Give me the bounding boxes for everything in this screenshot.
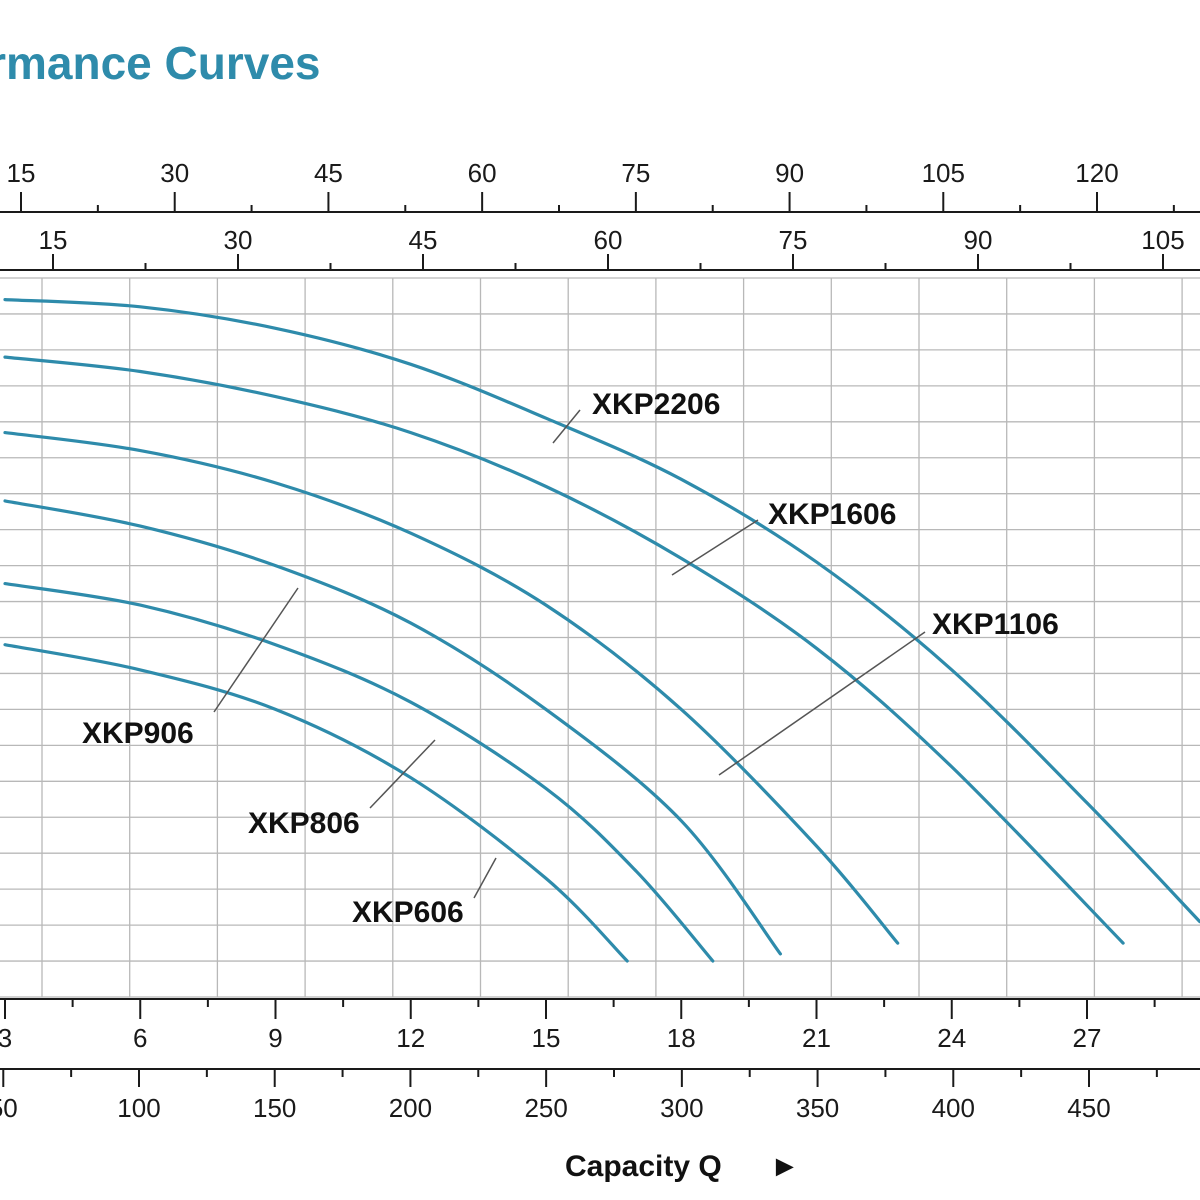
bottom1-tick-label: 12 xyxy=(396,1023,425,1053)
top1-tick-label: 90 xyxy=(775,158,804,188)
top2-tick-label: 105 xyxy=(1141,225,1184,255)
label-xkp2206: XKP2206 xyxy=(592,388,720,421)
bottom2-tick-label: 50 xyxy=(0,1093,18,1123)
bottom1-tick-label: 9 xyxy=(268,1023,282,1053)
bottom2-tick-label: 400 xyxy=(932,1093,975,1123)
leader-xkp2206 xyxy=(552,409,581,444)
curve-xkp906 xyxy=(3,499,782,956)
bottom1-tick-label: 6 xyxy=(133,1023,147,1053)
chart-grid xyxy=(0,277,1200,998)
bottom2-tick-label: 300 xyxy=(660,1093,703,1123)
top2-tick-label: 30 xyxy=(224,225,253,255)
bottom1-tick-label: 21 xyxy=(802,1023,831,1053)
bottom1-tick-label: 3 xyxy=(0,1023,12,1053)
label-xkp1606: XKP1606 xyxy=(768,498,896,531)
top2-tick-label: 15 xyxy=(39,225,68,255)
bottom1-tick-label: 15 xyxy=(532,1023,561,1053)
bottom2-tick-label: 350 xyxy=(796,1093,839,1123)
bottom2-tick-label: 250 xyxy=(524,1093,567,1123)
curve-xkp806 xyxy=(3,582,715,963)
label-xkp906: XKP906 xyxy=(82,717,194,750)
label-xkp606: XKP606 xyxy=(352,896,464,929)
top2-tick-label: 75 xyxy=(779,225,808,255)
top2-tick-label: 60 xyxy=(594,225,623,255)
top1-tick-label: 60 xyxy=(468,158,497,188)
x-axis-arrow: ► xyxy=(770,1150,800,1183)
bottom2-tick-label: 200 xyxy=(389,1093,432,1123)
curve-xkp606 xyxy=(3,643,629,963)
top2-tick-label: 45 xyxy=(409,225,438,255)
pump-curves xyxy=(3,298,1200,963)
top2-tick-label: 90 xyxy=(964,225,993,255)
top1-tick-label: 15 xyxy=(7,158,36,188)
bottom1-tick-label: 24 xyxy=(937,1023,966,1053)
label-xkp806: XKP806 xyxy=(248,807,360,840)
bottom1-tick-label: 27 xyxy=(1073,1023,1102,1053)
leader-xkp806 xyxy=(369,739,436,809)
curve-annotations: XKP2206 XKP1606 XKP1106 XKP906 XKP806 XKP606 xyxy=(82,388,1059,929)
leader-xkp1606 xyxy=(671,519,759,576)
top1-tick-label: 45 xyxy=(314,158,343,188)
chart-title: ormance Curves xyxy=(0,37,321,89)
chart-axes: 15 30 45 60 75 90 105 120 15 30 45 60 75 90 105 3 6 9 12 15… xyxy=(0,158,1200,1123)
top1-tick-label: 120 xyxy=(1075,158,1118,188)
curve-xkp1606 xyxy=(3,355,1125,945)
bottom2-tick-label: 100 xyxy=(117,1093,160,1123)
curve-xkp2206 xyxy=(3,298,1200,924)
leader-xkp606 xyxy=(473,857,497,899)
top1-tick-label: 75 xyxy=(621,158,650,188)
bottom1-tick-label: 18 xyxy=(667,1023,696,1053)
bottom2-tick-label: 150 xyxy=(253,1093,296,1123)
bottom2-tick-label: 450 xyxy=(1067,1093,1110,1123)
top1-tick-label: 30 xyxy=(160,158,189,188)
top1-tick-label: 105 xyxy=(922,158,965,188)
leader-xkp906 xyxy=(213,587,299,713)
leader-xkp1106 xyxy=(718,631,926,776)
x-axis-title: Capacity Q xyxy=(565,1150,722,1183)
curve-xkp1106 xyxy=(3,431,900,945)
label-xkp1106: XKP1106 xyxy=(932,608,1059,641)
